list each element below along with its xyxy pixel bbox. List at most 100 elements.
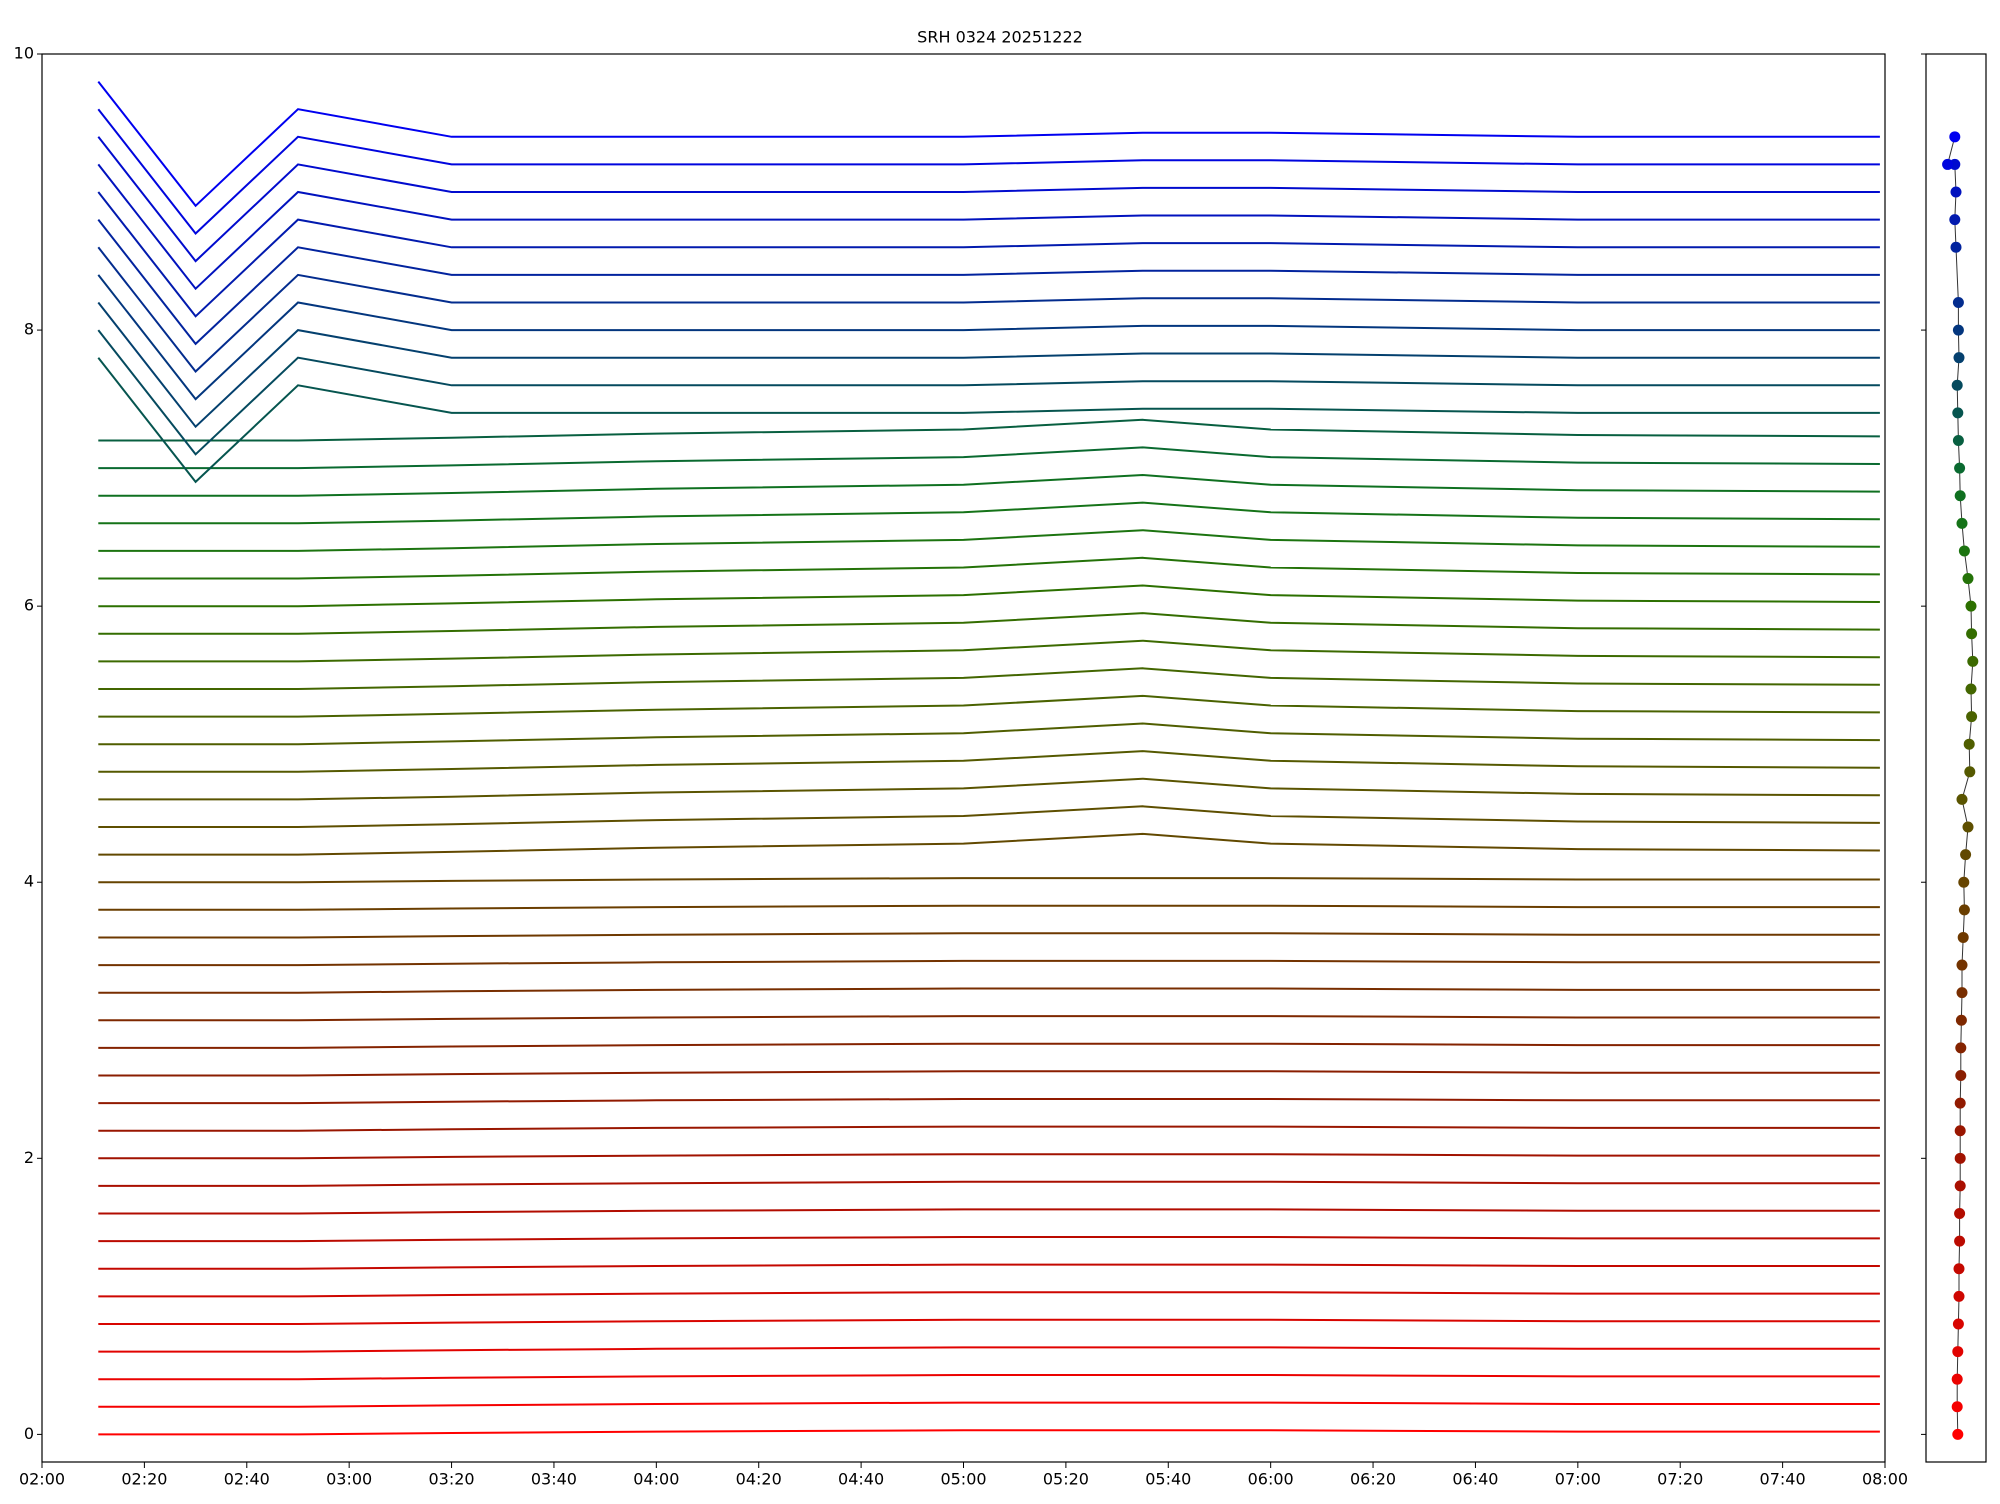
trace xyxy=(98,959,1880,967)
panel-dot xyxy=(1958,876,1970,888)
trace xyxy=(98,904,1880,911)
panel-dot xyxy=(1962,573,1974,585)
panel-dot xyxy=(1954,490,1966,502)
x-tick-label: 07:00 xyxy=(1555,1470,1601,1489)
trace xyxy=(98,418,1880,442)
panel-dot xyxy=(1956,517,1968,529)
panel-dot xyxy=(1952,435,1964,447)
panel-dot xyxy=(1952,324,1964,336)
panel-dot xyxy=(1953,1290,1965,1302)
trace xyxy=(98,877,1880,884)
trace xyxy=(98,1318,1880,1325)
panel-dot xyxy=(1949,214,1961,226)
trace xyxy=(98,1401,1880,1408)
plot-frame xyxy=(41,53,1886,1463)
x-tick-label: 04:00 xyxy=(633,1470,679,1489)
panel-dot xyxy=(1956,987,1968,999)
trace xyxy=(98,1263,1880,1270)
trace xyxy=(98,556,1880,580)
panel-dot xyxy=(1954,1235,1966,1247)
trace xyxy=(97,108,1880,235)
panel-dot xyxy=(1962,821,1974,833)
panel-dot xyxy=(1951,1401,1963,1413)
x-tick-label: 05:00 xyxy=(940,1470,986,1489)
trace xyxy=(97,80,1880,208)
trace xyxy=(97,301,1880,429)
trace xyxy=(98,777,1880,801)
panel-dot xyxy=(1955,1042,1967,1054)
panel-dot xyxy=(1954,462,1966,474)
y-tick-label: 10 xyxy=(14,44,34,63)
x-tick-label: 08:00 xyxy=(1862,1470,1908,1489)
trace xyxy=(98,1180,1880,1187)
trace xyxy=(98,722,1880,746)
trace xyxy=(98,612,1880,635)
panel-dot xyxy=(1954,1125,1966,1137)
x-tick-label: 02:00 xyxy=(19,1470,65,1489)
panel-dot xyxy=(1958,545,1970,557)
x-tick-label: 06:40 xyxy=(1452,1470,1498,1489)
trace xyxy=(98,832,1880,856)
x-tick-label: 06:00 xyxy=(1248,1470,1294,1489)
panel-dot xyxy=(1963,738,1975,750)
trace xyxy=(97,357,1880,484)
trace xyxy=(98,750,1880,773)
plot-area xyxy=(97,80,1880,1436)
panel-dot xyxy=(1952,1428,1964,1440)
panel-dot xyxy=(1953,1263,1965,1275)
panel-dot xyxy=(1964,766,1976,778)
trace xyxy=(98,501,1880,525)
trace xyxy=(98,1015,1880,1022)
panel-dot xyxy=(1965,683,1977,695)
panel-dot xyxy=(1952,1318,1964,1330)
panel-dot xyxy=(1942,158,1954,170)
trace xyxy=(98,584,1880,608)
y-tick-label: 8 xyxy=(24,320,34,339)
x-tick-label: 02:40 xyxy=(224,1470,270,1489)
trace xyxy=(98,1153,1880,1160)
trace xyxy=(98,694,1880,718)
panel-dot xyxy=(1966,628,1978,640)
chart-title: SRH 0324 20251222 xyxy=(917,28,1083,47)
x-tick-label: 03:00 xyxy=(326,1470,372,1489)
panel-dot xyxy=(1956,793,1968,805)
y-tick-label: 6 xyxy=(24,596,34,615)
trace xyxy=(98,1098,1880,1105)
x-tick-label: 05:40 xyxy=(1145,1470,1191,1489)
x-tick-label: 02:20 xyxy=(121,1470,167,1489)
x-tick-label: 04:40 xyxy=(838,1470,884,1489)
trace xyxy=(98,639,1880,663)
panel-dot xyxy=(1954,1152,1966,1164)
panel-dot xyxy=(1950,241,1962,253)
y-tick-label: 4 xyxy=(24,872,34,891)
trace xyxy=(98,987,1880,994)
panel-dot xyxy=(1965,600,1977,612)
panel-dot xyxy=(1952,407,1964,419)
trace xyxy=(98,1208,1880,1215)
trace xyxy=(98,805,1880,828)
panel-dot xyxy=(1960,849,1972,861)
panel-dot xyxy=(1955,1069,1967,1081)
panel-dot xyxy=(1958,904,1970,916)
trace xyxy=(97,191,1880,318)
trace xyxy=(98,529,1880,552)
trace xyxy=(98,1042,1880,1049)
panel-dot xyxy=(1954,1180,1966,1192)
x-tick-label: 04:20 xyxy=(736,1470,782,1489)
x-tick-label: 03:20 xyxy=(429,1470,475,1489)
trace xyxy=(97,163,1880,291)
panel-dot xyxy=(1950,186,1962,198)
x-tick-label: 03:40 xyxy=(531,1470,577,1489)
trace xyxy=(97,329,1880,456)
panel-dot xyxy=(1952,296,1964,308)
panel-dot xyxy=(1957,931,1969,943)
trace xyxy=(98,1429,1880,1436)
panel-dot xyxy=(1954,1097,1966,1109)
trace xyxy=(97,274,1880,401)
trace xyxy=(98,1291,1880,1298)
panel-dot xyxy=(1949,131,1961,143)
y-tick-label: 0 xyxy=(24,1424,34,1443)
y-tick-label: 2 xyxy=(24,1148,34,1167)
